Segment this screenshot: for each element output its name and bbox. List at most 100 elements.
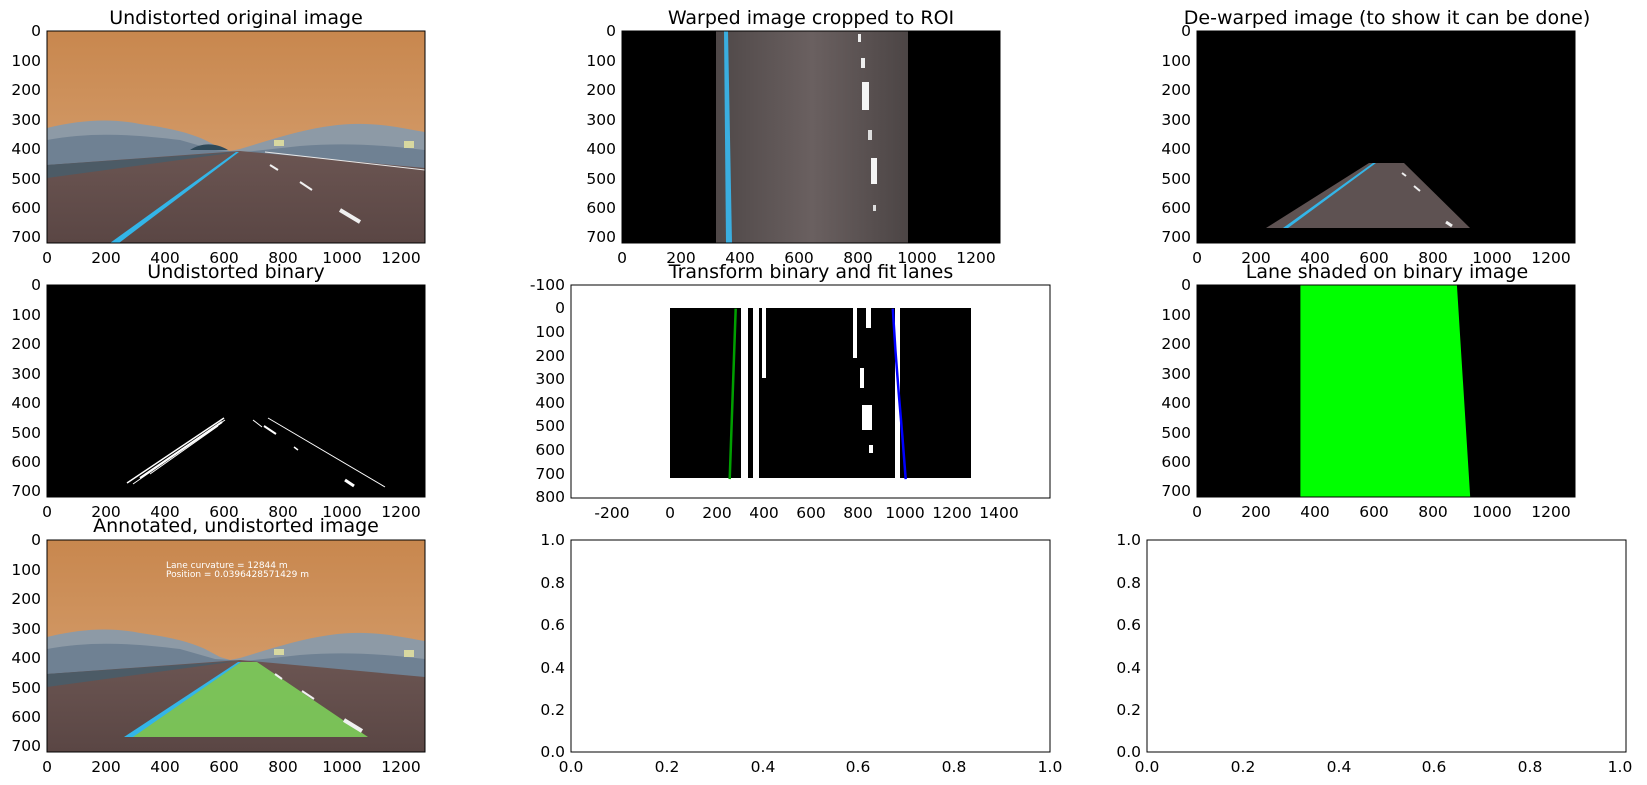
tick-label: 200 bbox=[586, 81, 616, 99]
tick-label: 400 bbox=[1300, 503, 1330, 521]
tick-label: 0.6 bbox=[540, 616, 565, 634]
tick-label: 800 bbox=[843, 249, 873, 267]
tick-label: 0.6 bbox=[1116, 616, 1141, 634]
left-lane-fit-line bbox=[728, 308, 737, 480]
tick-label: 1200 bbox=[956, 249, 995, 267]
tick-label: 0 bbox=[31, 531, 41, 549]
tick-label: 0.0 bbox=[540, 743, 565, 761]
tick-label: 400 bbox=[586, 140, 616, 158]
tick-label: 0 bbox=[31, 22, 41, 40]
tick-label: 200 bbox=[91, 503, 121, 521]
tick-label: 500 bbox=[1161, 170, 1191, 188]
panel-title: Undistorted binary bbox=[147, 261, 324, 283]
y-ticks: -100 0 100 200 300 400 500 600 700 800 bbox=[530, 276, 565, 506]
tick-label: 0 bbox=[1181, 22, 1191, 40]
tick-label: 300 bbox=[1161, 111, 1191, 129]
tick-label: 0 bbox=[1192, 249, 1202, 267]
panel-title: Warped image cropped to ROI bbox=[668, 7, 954, 29]
tick-label: 0 bbox=[1181, 276, 1191, 294]
tick-label: 1200 bbox=[1531, 503, 1570, 521]
tick-label: 0.8 bbox=[540, 574, 565, 592]
shaded-binary-image bbox=[1197, 285, 1575, 497]
tick-label: 300 bbox=[1161, 365, 1191, 383]
x-ticks: 0 200 400 600 800 1000 1200 bbox=[42, 758, 421, 776]
tick-label: 1200 bbox=[932, 504, 971, 522]
tick-label: 700 bbox=[1161, 482, 1191, 500]
panel-empty-axes-1: 0.0 0.2 0.4 0.6 0.8 1.0 0.0 0.2 0.4 0.6 … bbox=[540, 531, 1062, 776]
x-ticks: 0 200 400 600 800 1000 1200 bbox=[42, 503, 421, 521]
axes-frame bbox=[46, 30, 426, 244]
tick-label: 100 bbox=[11, 306, 41, 324]
x-ticks: 0 200 400 600 800 1000 1200 bbox=[1192, 249, 1571, 267]
tick-label: 0.0 bbox=[1135, 758, 1160, 776]
tick-label: 0 bbox=[555, 299, 565, 317]
tick-label: 0.8 bbox=[942, 758, 967, 776]
axes-frame bbox=[46, 539, 426, 753]
x-ticks: 0.0 0.2 0.4 0.6 0.8 1.0 bbox=[1135, 758, 1633, 776]
tick-label: 200 bbox=[1241, 249, 1271, 267]
tick-label: 600 bbox=[11, 453, 41, 471]
tick-label: 200 bbox=[1241, 503, 1271, 521]
tick-label: 0.4 bbox=[751, 758, 776, 776]
tick-label: 0 bbox=[42, 249, 52, 267]
tick-label: 300 bbox=[535, 370, 565, 388]
tick-label: 600 bbox=[209, 249, 239, 267]
road-photo bbox=[47, 31, 426, 243]
panel-empty-axes-2: 0.0 0.2 0.4 0.6 0.8 1.0 0.0 0.2 0.4 0.6 … bbox=[1116, 531, 1632, 776]
tick-label: 700 bbox=[535, 465, 565, 483]
tick-label: 600 bbox=[11, 708, 41, 726]
lane-fits bbox=[728, 308, 907, 480]
tick-label: 200 bbox=[666, 249, 696, 267]
axes-frame bbox=[570, 539, 1051, 753]
tick-label: 700 bbox=[11, 228, 41, 246]
panel-title: Undistorted original image bbox=[109, 7, 363, 29]
panel-title: Annotated, undistorted image bbox=[93, 515, 379, 537]
tick-label: 500 bbox=[535, 417, 565, 435]
tick-label: 1000 bbox=[1472, 249, 1511, 267]
tick-label: 400 bbox=[535, 394, 565, 412]
tick-label: 200 bbox=[11, 81, 41, 99]
tick-label: 200 bbox=[11, 335, 41, 353]
tick-label: 100 bbox=[535, 323, 565, 341]
tick-label: 400 bbox=[1161, 394, 1191, 412]
axes-frame bbox=[1196, 284, 1576, 498]
tick-label: 0 bbox=[42, 503, 52, 521]
tick-label: 800 bbox=[268, 503, 298, 521]
tick-label: 0.2 bbox=[655, 758, 680, 776]
x-ticks: 0 200 400 600 800 1000 1200 bbox=[1192, 503, 1571, 521]
tick-label: 1000 bbox=[1472, 503, 1511, 521]
x-ticks: -200 0 200 400 600 800 1000 1200 1400 bbox=[594, 504, 1018, 522]
tick-label: 100 bbox=[586, 52, 616, 70]
tick-label: 300 bbox=[11, 111, 41, 129]
tick-label: 0.4 bbox=[1116, 659, 1141, 677]
tick-label: 600 bbox=[1359, 503, 1389, 521]
tick-label: 0 bbox=[606, 22, 616, 40]
tick-label: 0.8 bbox=[1518, 758, 1543, 776]
tick-label: 100 bbox=[1161, 306, 1191, 324]
y-ticks: 0 100 200 300 400 500 600 700 bbox=[1161, 22, 1191, 246]
tick-label: 700 bbox=[586, 228, 616, 246]
tick-label: 100 bbox=[11, 561, 41, 579]
tick-label: 0 bbox=[617, 249, 627, 267]
tick-label: 1000 bbox=[322, 758, 361, 776]
tick-label: 800 bbox=[535, 488, 565, 506]
y-ticks: 0.0 0.2 0.4 0.6 0.8 1.0 bbox=[1116, 531, 1141, 761]
tick-label: 300 bbox=[586, 111, 616, 129]
warped-photo bbox=[622, 31, 1000, 243]
tick-label: 200 bbox=[91, 758, 121, 776]
tick-label: 600 bbox=[586, 199, 616, 217]
tick-label: 500 bbox=[11, 170, 41, 188]
tick-label: 1000 bbox=[322, 249, 361, 267]
lane-shade-polygon bbox=[1300, 285, 1471, 497]
tick-label: 1200 bbox=[381, 503, 420, 521]
tick-label: 800 bbox=[1418, 503, 1448, 521]
tick-label: 600 bbox=[784, 249, 814, 267]
tick-label: 0.4 bbox=[540, 659, 565, 677]
position-annotation: Position = 0.0396428571429 m bbox=[166, 570, 309, 580]
axes-frame bbox=[46, 284, 426, 498]
tick-label: 1.0 bbox=[1038, 758, 1063, 776]
tick-label: 500 bbox=[11, 679, 41, 697]
tick-label: 0 bbox=[1192, 503, 1202, 521]
y-ticks: 0 100 200 300 400 500 600 700 bbox=[586, 22, 616, 246]
right-lane-fit-line bbox=[891, 308, 907, 480]
